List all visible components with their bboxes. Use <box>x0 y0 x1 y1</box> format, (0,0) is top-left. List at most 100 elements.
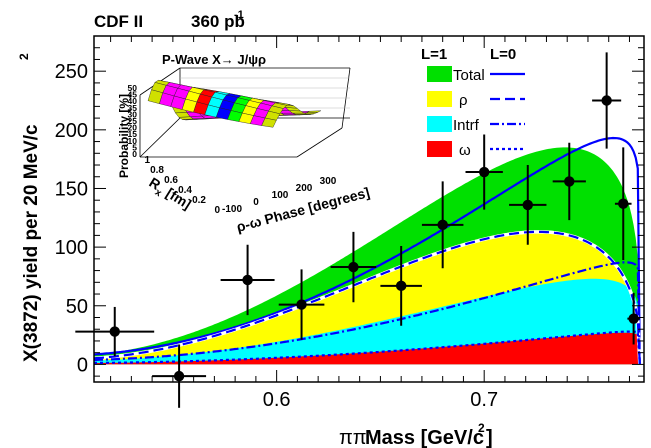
data-points <box>75 52 640 408</box>
curve-rho <box>93 230 641 365</box>
experiment-label: CDF II <box>94 12 143 31</box>
data-marker <box>173 370 185 382</box>
inset-rx-tick-label: 0.8 <box>150 165 164 176</box>
legend-swatch-omega <box>427 141 452 157</box>
data-marker <box>437 219 448 231</box>
inset-z-label: Probability [%] <box>117 94 131 178</box>
inset-z-tick-label: 0 <box>132 149 137 159</box>
inset-rx-tick-label: 0.4 <box>178 185 192 196</box>
data-point-3 <box>278 269 325 340</box>
legend-label-intrf: Intrf <box>453 117 480 134</box>
inset-surface <box>147 79 322 128</box>
inset-rx-tick-label: 0.2 <box>192 195 206 206</box>
fill-omega <box>94 332 640 365</box>
luminosity-label: 360 pb <box>191 12 245 31</box>
legend: L=1 L=0 Total ρ Intrf ω <box>421 46 525 159</box>
data-marker <box>395 280 407 292</box>
y-tick-label: 150 <box>55 178 88 200</box>
curve-omega <box>93 330 641 365</box>
data-marker <box>601 95 612 106</box>
legend-header-l1: L=1 <box>421 46 447 63</box>
x-axis-title-prefix: ππ <box>339 427 367 448</box>
data-marker <box>522 199 533 211</box>
y-tick-label: 200 <box>55 120 88 142</box>
surface-cell <box>261 117 277 128</box>
inset-phase-ticks: -100 0 100 200 300 <box>222 176 337 215</box>
inset-box-edge <box>139 117 181 158</box>
legend-label-total: Total <box>453 67 485 84</box>
data-point-12 <box>627 292 640 345</box>
inset-z-tick-label: 20 <box>128 123 138 133</box>
inset-phase-tick-label: 0 <box>253 197 259 208</box>
y-axis-title-exponent: 2 <box>17 53 31 60</box>
y-tick-label: 100 <box>55 237 88 259</box>
legend-header-l0: L=0 <box>490 46 516 63</box>
x-axis-title-exponent: 2 <box>478 421 485 435</box>
svg-text:Probability [%]: Probability [%] <box>117 94 131 178</box>
data-marker <box>618 198 629 209</box>
inset-rx-tick-label: 0.6 <box>164 175 178 186</box>
x-axis-title-text: Mass [GeV/c <box>365 427 484 448</box>
inset-rx-tick-label: 1 <box>144 155 150 166</box>
inset-z-tick-label: 50 <box>128 83 138 93</box>
inset-rx-tick-label: 0 <box>214 205 220 216</box>
data-point-5 <box>380 245 422 326</box>
data-marker <box>628 313 639 324</box>
inset-z-tick-label: 10 <box>128 136 138 146</box>
data-point-4 <box>330 231 377 303</box>
y-axis-title: X(3872) yield per 20 MeV/c 2 <box>17 53 42 362</box>
x-axis-title-bracket: ] <box>486 427 493 448</box>
luminosity-exponent: -1 <box>234 9 244 21</box>
inset-phase-tick-label: 200 <box>296 183 313 194</box>
inset-phase-tick-label: -100 <box>222 204 242 215</box>
inset-rx-ticks: 10.80.60.40.2 0 <box>144 155 220 216</box>
data-point-10 <box>592 52 622 149</box>
data-point-0 <box>75 306 155 357</box>
legend-label-omega: ω <box>459 142 471 159</box>
inset-z-tick-label: 35 <box>128 103 138 113</box>
data-point-8 <box>509 165 547 245</box>
l0-curves <box>93 136 642 365</box>
y-tick-label: 0 <box>77 354 88 376</box>
data-marker <box>478 166 490 178</box>
data-point-7 <box>465 134 503 210</box>
inset-box-edge <box>296 127 343 158</box>
inset-rx-label-sub: x <box>153 187 164 200</box>
inset-z-tick-label: 30 <box>128 109 138 119</box>
inset-probability-surface: P-Wave X→ J/ψρ Probability [%] 504540353… <box>117 52 371 235</box>
curve-intrf <box>94 261 641 365</box>
y-axis-title-text: X(3872) yield per 20 MeV/c <box>21 124 42 362</box>
data-point-2 <box>220 244 275 316</box>
inset-title: P-Wave X→ J/ψρ <box>162 52 266 67</box>
inset-z-tick-label: 25 <box>128 116 138 126</box>
inset-z-tick-label: 15 <box>128 129 138 139</box>
y-tick-label: 50 <box>66 296 88 318</box>
data-point-6 <box>421 181 464 269</box>
data-point-11 <box>614 147 632 261</box>
legend-swatch-intrf <box>427 116 452 132</box>
curve-total <box>93 136 641 365</box>
x-tick-label: 0.6 <box>263 389 291 411</box>
x-axis-title: ππ Mass [GeV/c 2 ] <box>339 421 493 448</box>
legend-swatch-rho <box>427 91 452 107</box>
data-marker <box>564 176 575 187</box>
legend-swatch-total <box>427 66 452 82</box>
data-point-1 <box>152 344 207 408</box>
legend-label-rho: ρ <box>459 92 468 109</box>
x-tick-label: 0.7 <box>470 389 498 411</box>
data-marker <box>348 261 359 273</box>
y-tick-label: 250 <box>55 61 88 83</box>
data-marker <box>109 326 120 337</box>
inset-z-tick-label: 45 <box>128 90 138 100</box>
inset-z-tick-label: 5 <box>132 142 137 152</box>
inset-phase-tick-label: 300 <box>320 176 337 187</box>
inset-z-tick-label: 40 <box>128 96 138 106</box>
data-point-9 <box>552 142 586 221</box>
data-marker <box>296 299 307 310</box>
inset-phase-tick-label: 100 <box>272 190 289 201</box>
plot-frame <box>93 35 645 383</box>
data-marker <box>242 274 253 286</box>
